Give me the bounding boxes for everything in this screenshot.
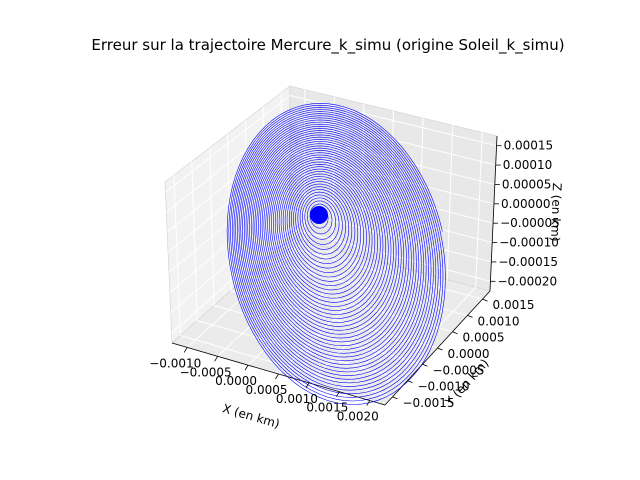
grid-line-z-left (166, 133, 291, 233)
grid-line-z-left (166, 114, 291, 213)
y-tick-mark (392, 396, 398, 400)
x-tick-label: 0.0000 (215, 374, 257, 388)
y-tick-label: 0.0010 (478, 314, 520, 328)
y-tick-label: 0.0005 (463, 331, 505, 345)
grid-line-z-back (289, 152, 495, 205)
grid-line-y-floor (230, 290, 438, 349)
y-tick-mark (422, 363, 428, 367)
z-tick-label: −0.00005 (500, 216, 560, 230)
x-tick-mark (275, 373, 279, 380)
z-tick-label: −0.00015 (498, 255, 558, 269)
x-tick-mark (214, 356, 218, 362)
x-tick-label: 0.0010 (276, 392, 318, 406)
y-ticks: −0.0015 −0.0010 −0.0005 0.0000 0.0005 0.0010 0… (392, 298, 535, 410)
x-tick-mark (336, 391, 340, 397)
z-axis-line (489, 135, 498, 292)
y-tick-label: −0.0005 (433, 363, 485, 377)
trajectory-layer (226, 102, 446, 405)
z-tick-label: −0.00020 (497, 274, 557, 288)
grid-line-x-back (418, 118, 424, 273)
grid-line-z-back (289, 133, 495, 185)
y-tick-label: 0.0000 (448, 347, 490, 361)
grid-line-z-back (289, 228, 491, 282)
grid-line-z-left (169, 190, 291, 294)
x-tick-label: −0.0010 (149, 356, 201, 370)
x-tick-mark (183, 347, 188, 353)
grid-line-x-back (332, 96, 335, 250)
z-ticks: 0.00015 0.00010 0.00005 0.00000 −0.00005 −0.0… (490, 139, 560, 288)
y-tick-label: −0.0010 (418, 380, 470, 394)
x-ticks: −0.0010−0.00050.00000.00050.00100.00150.… (149, 347, 379, 424)
grid-line-y-left (227, 133, 232, 291)
grid-line-y-floor (264, 260, 468, 316)
z-tick-label: −0.00010 (499, 236, 559, 250)
grid-line-z-left (170, 209, 291, 314)
grid-line-y-floor (247, 275, 453, 333)
z-tick-label: 0.00015 (504, 139, 554, 153)
x-axis-label: X (en km) (221, 401, 281, 431)
x-tick-label: 0.0005 (246, 383, 288, 397)
z-tick-label: 0.00010 (503, 158, 553, 172)
grid-line-y-left (209, 147, 215, 306)
z-axis-label: Z (en km) (548, 182, 564, 241)
grid-line-z-left (165, 95, 291, 193)
grid-line-y-left (280, 92, 283, 246)
grid-line-x-back (475, 132, 483, 288)
x-tick-label: 0.0015 (306, 401, 348, 415)
z-tick-label: 0.00005 (502, 177, 552, 191)
grid-line-z-back (289, 95, 497, 147)
x-tick-label: −0.0005 (180, 365, 232, 379)
y-tick-mark (452, 331, 458, 335)
y-tick-label: −0.0015 (403, 396, 455, 410)
x-tick-label: 0.0020 (337, 410, 379, 424)
z-tick-label: 0.00000 (501, 197, 551, 211)
grid-line-z-left (171, 228, 291, 334)
grid-line-y-left (191, 161, 198, 321)
y-tick-mark (437, 347, 443, 351)
trajectory-line (226, 102, 446, 405)
grid-line-x-back (303, 89, 306, 242)
grid-line-y-floor (180, 335, 393, 398)
y-tick-mark (407, 380, 413, 383)
y-tick-label: 0.0015 (493, 298, 535, 312)
x-tick-mark (244, 364, 249, 371)
x-tick-mark (305, 382, 310, 389)
grid-line-x-back (446, 125, 454, 280)
grid-line-z-back (289, 171, 494, 224)
grid-line-y-floor (281, 245, 483, 300)
y-tick-mark (467, 315, 473, 318)
trajectory-core (310, 206, 328, 224)
x-tick-mark (366, 400, 371, 406)
chart-title: Erreur sur la trajectoire Mercure_k_simu… (91, 36, 564, 55)
y-tick-mark (482, 298, 488, 302)
grid-line-y-left (173, 175, 181, 336)
